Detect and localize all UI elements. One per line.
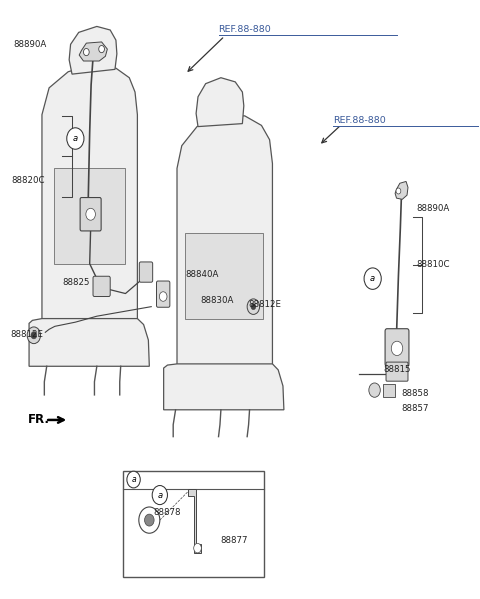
- Text: 88825: 88825: [62, 279, 90, 288]
- Circle shape: [391, 341, 403, 356]
- Circle shape: [144, 514, 154, 526]
- Text: 88858: 88858: [401, 389, 429, 398]
- Polygon shape: [188, 489, 201, 553]
- Text: 88840A: 88840A: [185, 270, 218, 279]
- FancyBboxPatch shape: [386, 362, 408, 381]
- Circle shape: [127, 471, 140, 488]
- Text: 88878: 88878: [153, 509, 180, 518]
- Circle shape: [396, 188, 401, 194]
- Polygon shape: [395, 181, 408, 199]
- Circle shape: [364, 268, 381, 289]
- Text: a: a: [131, 475, 136, 484]
- Circle shape: [86, 208, 96, 220]
- Text: 88890A: 88890A: [13, 40, 47, 49]
- FancyBboxPatch shape: [156, 281, 170, 307]
- FancyBboxPatch shape: [385, 329, 409, 366]
- Polygon shape: [42, 64, 137, 323]
- Polygon shape: [177, 116, 273, 368]
- Circle shape: [31, 332, 36, 339]
- Circle shape: [194, 543, 201, 553]
- Polygon shape: [69, 26, 117, 74]
- Text: a: a: [370, 274, 375, 283]
- Text: REF.88-880: REF.88-880: [333, 116, 386, 125]
- Circle shape: [67, 128, 84, 149]
- Circle shape: [251, 304, 256, 310]
- Circle shape: [247, 299, 260, 314]
- Text: 88815: 88815: [383, 365, 411, 374]
- Bar: [123, 471, 264, 577]
- Polygon shape: [79, 42, 108, 61]
- Text: REF.88-880: REF.88-880: [218, 25, 271, 34]
- Text: 88877: 88877: [220, 537, 248, 546]
- FancyBboxPatch shape: [80, 198, 101, 231]
- Text: FR.: FR.: [28, 413, 49, 426]
- Text: a: a: [73, 134, 78, 143]
- Text: 88857: 88857: [401, 404, 429, 413]
- Polygon shape: [196, 78, 244, 126]
- Text: 88830A: 88830A: [201, 296, 234, 305]
- Polygon shape: [164, 364, 284, 410]
- Circle shape: [152, 486, 168, 504]
- Text: a: a: [157, 491, 162, 500]
- Text: 88820C: 88820C: [11, 176, 45, 184]
- Polygon shape: [54, 168, 125, 264]
- Circle shape: [369, 383, 380, 397]
- Polygon shape: [185, 233, 263, 319]
- FancyBboxPatch shape: [93, 276, 110, 297]
- Polygon shape: [383, 384, 395, 397]
- Text: 88812E: 88812E: [249, 300, 282, 308]
- Text: 88812E: 88812E: [10, 329, 43, 338]
- Circle shape: [99, 46, 105, 53]
- Text: 88890A: 88890A: [417, 204, 450, 213]
- Circle shape: [159, 292, 167, 301]
- Circle shape: [84, 49, 89, 56]
- Circle shape: [139, 507, 160, 533]
- Circle shape: [27, 327, 40, 344]
- FancyBboxPatch shape: [139, 262, 153, 282]
- Polygon shape: [29, 319, 149, 366]
- Text: 88810C: 88810C: [417, 261, 450, 270]
